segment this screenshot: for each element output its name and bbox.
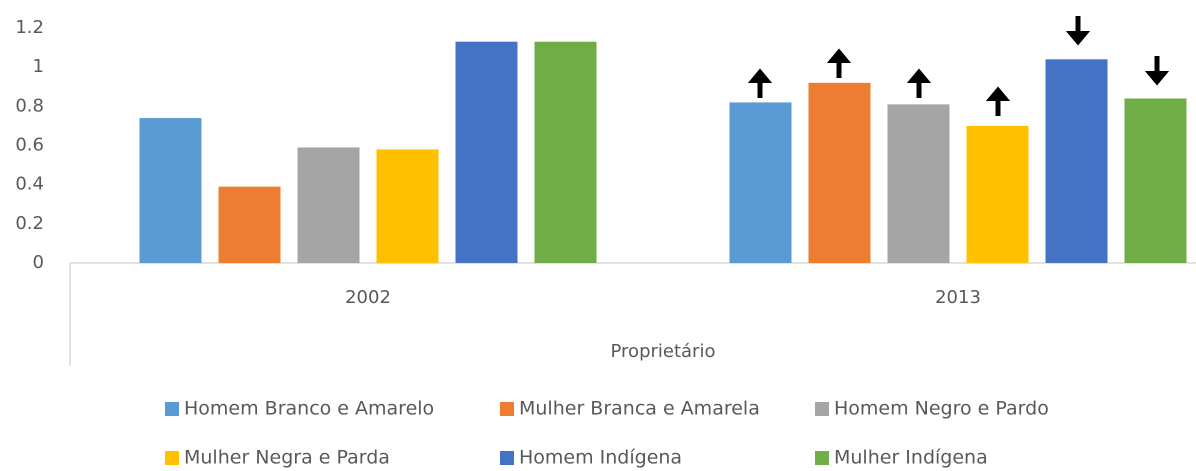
bar (808, 82, 871, 263)
x-tick-label: 2013 (935, 287, 981, 308)
bar (1045, 59, 1108, 264)
legend-swatch (165, 402, 179, 416)
arrow-up (906, 68, 932, 98)
bar (1124, 98, 1187, 263)
bar (139, 118, 202, 263)
annotation-arrows (747, 16, 1170, 116)
legend-label: Mulher Indígena (834, 447, 988, 469)
bar (887, 104, 950, 263)
bar (455, 41, 518, 264)
bar (218, 186, 281, 263)
arrow-up (985, 86, 1011, 116)
legend-swatch (815, 451, 829, 465)
bar (729, 102, 792, 264)
x-axis-title: Proprietário (611, 341, 716, 362)
legend-swatch (500, 451, 514, 465)
legend-label: Homem Negro e Pardo (834, 398, 1049, 420)
y-tick-label: 0.4 (15, 174, 44, 195)
arrow-down (1144, 56, 1170, 86)
legend-label: Homem Indígena (519, 447, 682, 469)
legend-label: Mulher Negra e Parda (184, 447, 390, 469)
x-tick-label: 2002 (345, 287, 391, 308)
legend-label: Homem Branco e Amarelo (184, 398, 434, 420)
bar (376, 149, 439, 263)
y-tick-label: 1 (33, 56, 44, 77)
y-tick-label: 0.6 (15, 135, 44, 156)
legend-swatch (500, 402, 514, 416)
y-tick-label: 1.2 (15, 17, 44, 38)
bar (966, 125, 1029, 264)
y-tick-label: 0 (33, 252, 44, 273)
arrow-up (747, 68, 773, 98)
arrow-down (1065, 16, 1091, 46)
legend-swatch (815, 402, 829, 416)
bar (534, 41, 597, 264)
arrow-up (826, 48, 852, 78)
y-tick-label: 0.8 (15, 95, 44, 116)
y-tick-label: 0.2 (15, 213, 44, 234)
bar (297, 147, 360, 263)
legend-swatch (165, 451, 179, 465)
legend-label: Mulher Branca e Amarela (519, 398, 760, 420)
